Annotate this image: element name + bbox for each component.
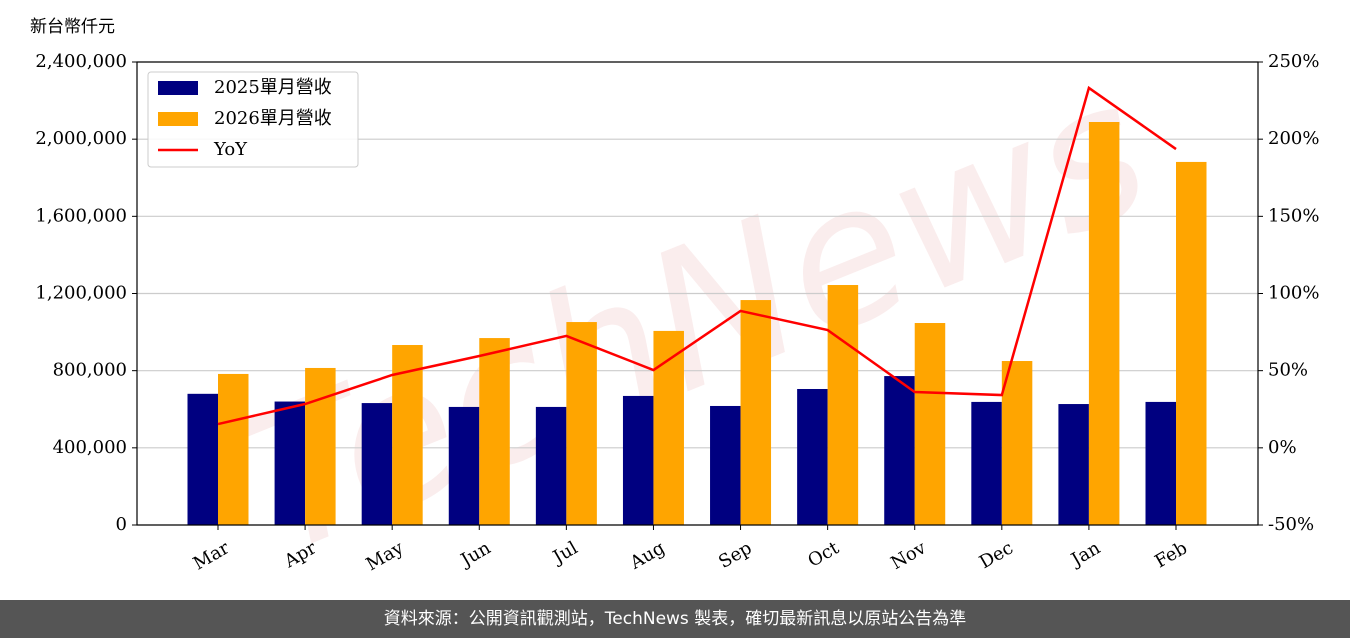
- legend-swatch: [158, 81, 198, 95]
- y-tick-label: 2,000,000: [35, 128, 127, 149]
- bar: [1176, 161, 1207, 525]
- y2-tick-label: 100%: [1268, 283, 1319, 304]
- y2-tick-label: 250%: [1268, 51, 1319, 72]
- bar: [622, 395, 654, 525]
- bar: [653, 330, 684, 525]
- x-tick-label: Jun: [456, 537, 495, 572]
- bar: [479, 338, 510, 525]
- y-tick-label: 1,600,000: [35, 205, 127, 226]
- bar: [1058, 404, 1089, 525]
- bar: [971, 401, 1002, 525]
- y-tick-label: 400,000: [53, 437, 127, 458]
- y-tick-label: 800,000: [53, 360, 127, 381]
- bar: [361, 403, 393, 525]
- y2-tick-label: 200%: [1268, 128, 1319, 149]
- x-tick-label: Jan: [1066, 537, 1104, 571]
- footer-bar: [0, 600, 1350, 638]
- bar: [1145, 401, 1176, 525]
- y2-tick-label: -50%: [1268, 514, 1314, 535]
- x-tick-label: Aug: [626, 537, 669, 574]
- y-tick-label: 0: [116, 514, 127, 535]
- legend-box: [147, 71, 359, 168]
- legend-label: YoY: [213, 139, 248, 160]
- x-tick-label: Sep: [715, 537, 755, 572]
- y2-tick-label: 150%: [1268, 205, 1319, 226]
- bar: [914, 323, 946, 525]
- bar: [187, 393, 218, 525]
- x-tick-label: Mar: [190, 537, 234, 574]
- footer: 資料來源：公開資訊觀測站，TechNews 製表，確切最新訊息以原站公告為準: [384, 609, 966, 629]
- y-tick-label: 2,400,000: [35, 51, 127, 72]
- legend-swatch: [158, 112, 198, 126]
- y-axis-label: 新台幣仟元: [30, 17, 115, 37]
- bar: [1088, 121, 1120, 526]
- bar: [218, 373, 249, 525]
- y-tick-label: 1,200,000: [35, 283, 127, 304]
- bar: [827, 285, 859, 525]
- bar: [710, 405, 741, 525]
- bar: [305, 367, 336, 525]
- x-tick-label: Jul: [548, 537, 582, 569]
- plot-frame: [136, 61, 1259, 526]
- bar: [566, 322, 597, 525]
- bar: [884, 376, 915, 525]
- legend-label: 2025單月營收: [214, 77, 332, 98]
- legend-label: 2026單月營收: [214, 108, 332, 129]
- bar: [1001, 361, 1033, 525]
- y2-tick-label: 50%: [1268, 360, 1308, 381]
- line: [217, 85, 1177, 426]
- bar: [740, 300, 772, 525]
- x-tick-label: Dec: [976, 537, 1017, 573]
- x-tick-label: Feb: [1151, 537, 1191, 572]
- bar: [535, 406, 567, 525]
- x-tick-label: Nov: [887, 537, 930, 574]
- y2-tick-label: 0%: [1268, 437, 1297, 458]
- x-tick-label: Oct: [804, 537, 843, 572]
- bar: [797, 388, 828, 525]
- bar: [274, 401, 306, 525]
- bar: [448, 406, 480, 525]
